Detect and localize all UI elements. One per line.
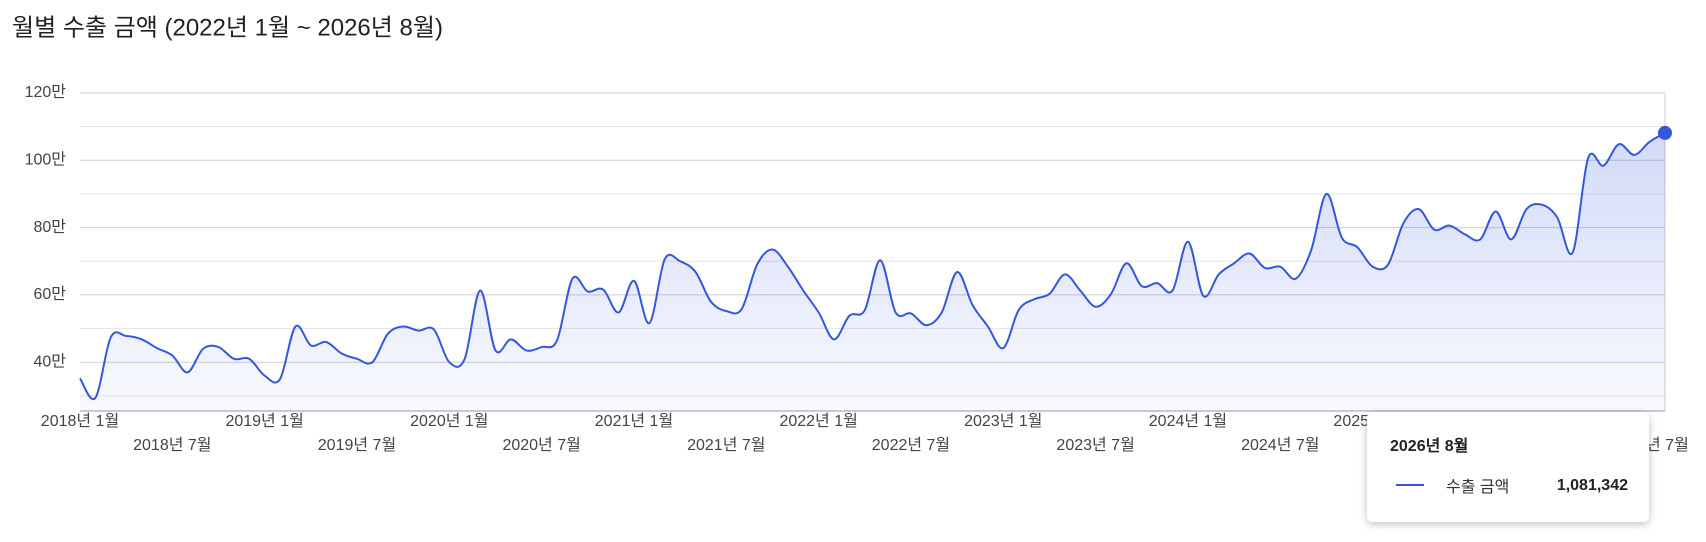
y-tick-label: 100만 (25, 151, 67, 169)
x-tick-label: 2018년 7월 (133, 436, 211, 454)
x-tick-label: 2021년 1월 (595, 412, 673, 430)
highlight-point (1658, 125, 1672, 140)
tooltip-series-name: 수출 금액 (1446, 478, 1509, 496)
tooltip-value: 1,081,342 (1557, 477, 1628, 494)
x-tick-label: 2024년 7월 (1241, 436, 1319, 454)
x-tick-label: 2020년 1월 (410, 412, 488, 430)
x-tick-label: 2022년 7월 (872, 436, 950, 454)
x-tick-label: 2024년 1월 (1149, 412, 1227, 430)
x-tick-label: 2023년 7월 (1056, 436, 1134, 454)
tooltip-box (1367, 412, 1649, 522)
y-tick-label: 60만 (33, 285, 66, 303)
area (80, 132, 1665, 411)
chart-title: 월별 수출 금액 (2022년 1월 ~ 2026년 8월) (12, 14, 443, 41)
x-tick-label: 2018년 1월 (41, 412, 119, 430)
tooltip-title: 2026년 8월 (1390, 436, 1468, 455)
line (79, 132, 1666, 401)
x-tick-label: 2023년 1월 (964, 412, 1042, 430)
x-tick-label: 2022년 1월 (779, 412, 857, 430)
x-tick-label: 2021년 7월 (687, 436, 765, 454)
y-tick-label: 40만 (33, 352, 66, 370)
x-tick-label: 2019년 1월 (225, 412, 303, 430)
x-tick-label: 2020년 7월 (502, 436, 580, 454)
y-tick-label: 120만 (25, 83, 67, 101)
x-tick-label: 2019년 7월 (318, 436, 396, 454)
y-tick-label: 80만 (33, 218, 66, 236)
